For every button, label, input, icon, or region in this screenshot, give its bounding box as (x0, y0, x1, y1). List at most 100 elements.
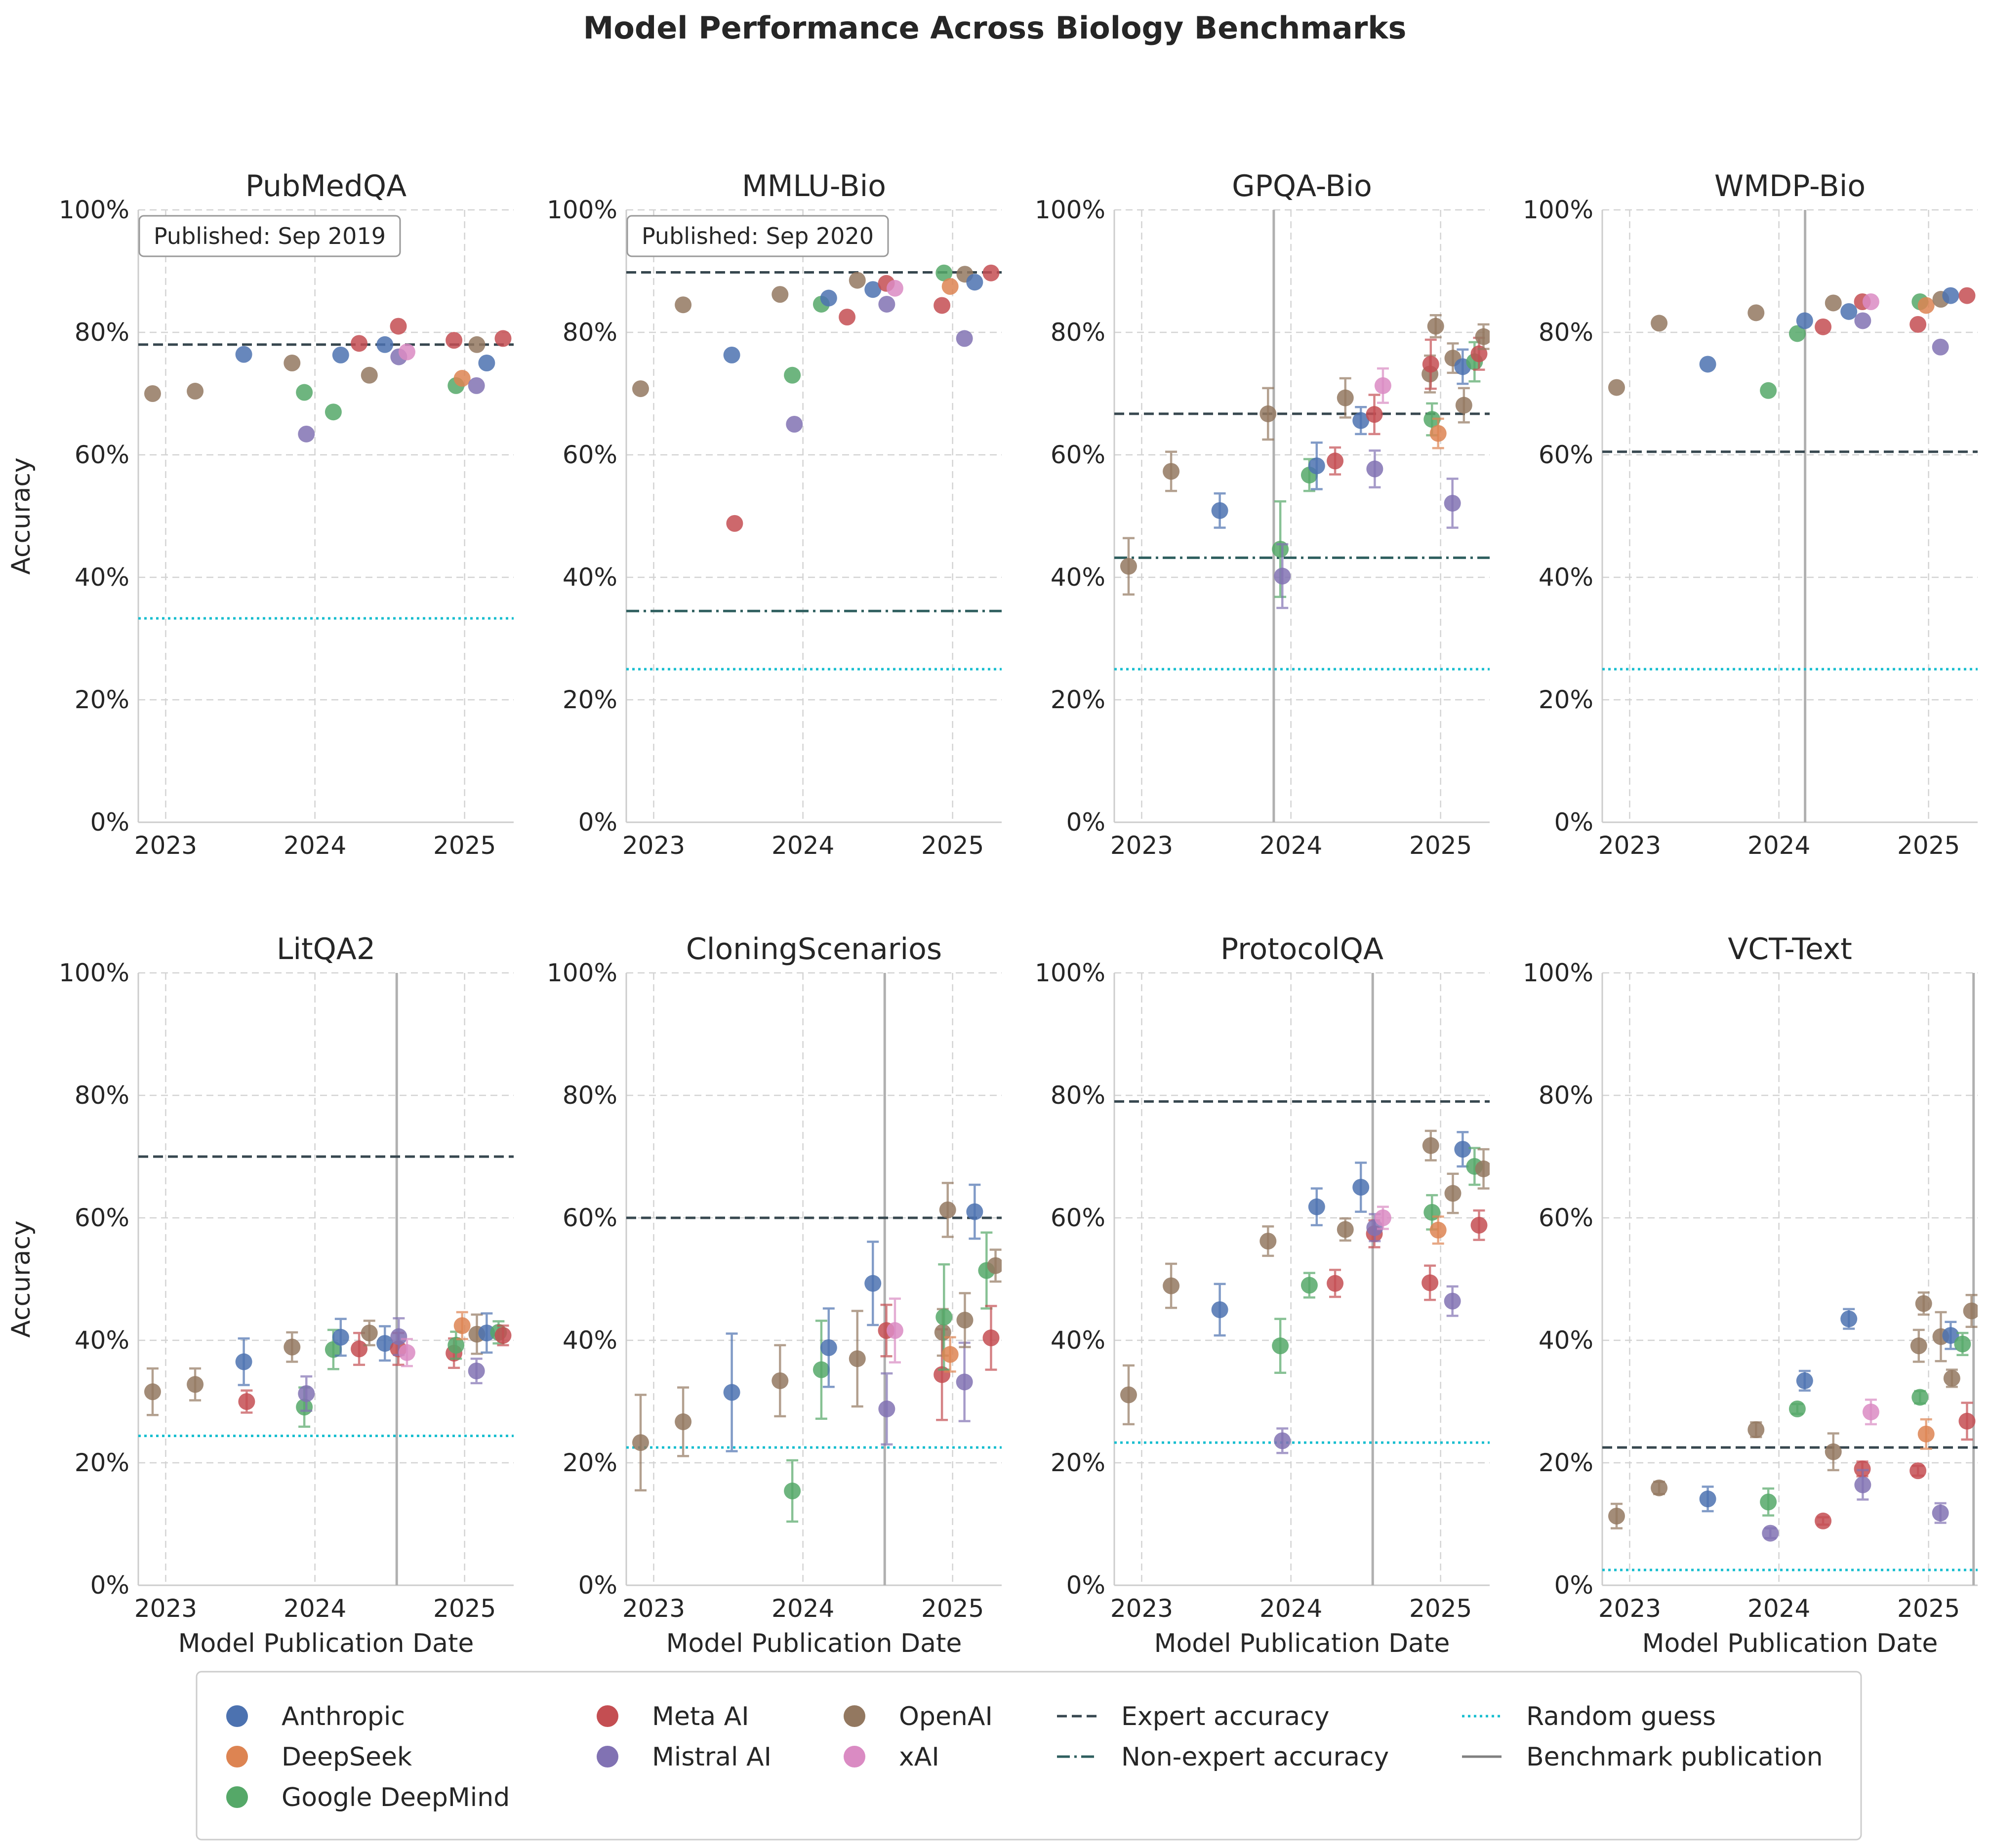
legend-label: Mistral AI (652, 1742, 772, 1772)
y-tick-label: 0% (1554, 1571, 1593, 1600)
y-tick-label: 100% (59, 959, 129, 987)
point-openai (361, 366, 378, 384)
legend-label: OpenAI (899, 1702, 993, 1731)
panel-mmlu-bio: 0% 20% 40% 60% 80% 100% 2023 2024 2025 Published:… (547, 169, 1002, 860)
point-anthropic (864, 281, 882, 298)
legend-swatch (844, 1746, 865, 1768)
point-google-deepmind (784, 1483, 801, 1500)
point-openai (144, 385, 161, 402)
legend-label: Expert accuracy (1121, 1702, 1330, 1731)
point-openai (1337, 389, 1354, 406)
x-tick-label: 2023 (134, 831, 197, 860)
y-tick-label: 80% (563, 318, 617, 347)
point-google-deepmind (784, 366, 801, 384)
legend-item-xai: xAI (844, 1742, 939, 1772)
point-openai (1651, 1479, 1668, 1496)
figure-title: Model Performance Across Biology Benchma… (583, 10, 1407, 46)
point-mistral-ai (298, 1385, 315, 1402)
point-google-deepmind (325, 1341, 342, 1358)
y-tick-label: 40% (1539, 1326, 1593, 1355)
x-tick-label: 2025 (433, 831, 496, 860)
point-deepseek (1917, 1425, 1935, 1443)
legend-label: xAI (899, 1742, 939, 1772)
legend-label: Benchmark publication (1526, 1742, 1823, 1772)
y-tick-label: 20% (1539, 1448, 1593, 1477)
point-deepseek (1429, 1221, 1447, 1239)
point-meta-ai (839, 309, 856, 325)
x-tick-label: 2025 (1409, 831, 1472, 860)
point-anthropic (235, 346, 252, 363)
x-tick-label: 2023 (622, 1594, 685, 1623)
y-tick-label: 100% (1523, 196, 1593, 224)
point-mistral-ai (390, 1328, 407, 1345)
point-openai (1422, 1137, 1439, 1154)
x-tick-label: 2025 (1409, 1594, 1472, 1623)
point-openai (187, 383, 204, 400)
y-tick-label: 40% (563, 563, 617, 592)
point-xai (886, 1322, 903, 1339)
legend-swatch (844, 1705, 865, 1727)
x-axis-label: Model Publication Date (1154, 1629, 1450, 1658)
point-meta-ai (934, 297, 951, 314)
y-tick-label: 20% (1539, 685, 1593, 714)
y-tick-label: 0% (90, 1571, 129, 1600)
point-anthropic (1796, 1372, 1813, 1389)
point-mistral-ai (956, 1373, 973, 1391)
y-tick-label: 20% (75, 685, 129, 714)
legend-label: Google DeepMind (282, 1783, 510, 1812)
point-anthropic (1699, 1490, 1716, 1508)
x-tick-label: 2024 (1259, 831, 1322, 860)
x-tick-label: 2025 (1897, 831, 1960, 860)
point-openai (1608, 1507, 1625, 1525)
point-openai (632, 1434, 649, 1451)
x-tick-label: 2024 (1747, 1594, 1810, 1623)
point-openai (1943, 1369, 1960, 1387)
point-openai (1259, 1233, 1277, 1250)
point-openai (1825, 294, 1842, 312)
x-tick-label: 2024 (284, 831, 346, 860)
point-google-deepmind (1954, 1335, 1971, 1353)
y-tick-label: 40% (1539, 563, 1593, 592)
point-mistral-ai (1444, 1292, 1461, 1310)
y-tick-label: 100% (547, 959, 617, 987)
x-tick-label: 2023 (1598, 1594, 1661, 1623)
y-tick-label: 20% (563, 685, 617, 714)
point-google-deepmind (812, 1361, 830, 1378)
point-google-deepmind (1272, 1337, 1289, 1355)
y-tick-label: 40% (75, 1326, 129, 1355)
point-mistral-ai (1932, 338, 1949, 356)
point-openai (956, 1312, 974, 1329)
y-tick-label: 60% (75, 441, 129, 469)
y-tick-label: 0% (578, 808, 617, 837)
y-tick-label: 0% (578, 1571, 617, 1600)
point-anthropic (1454, 1141, 1471, 1158)
x-tick-label: 2024 (1259, 1594, 1322, 1623)
y-tick-label: 100% (1035, 959, 1105, 987)
panel-cloningscenarios: 0% 20% 40% 60% 80% 100% 2023 2024 2025 CloningSce… (547, 932, 1002, 1658)
point-anthropic (723, 346, 740, 363)
y-tick-label: 60% (1051, 1204, 1105, 1232)
legend-item-benchmark-publication: Benchmark publication (1462, 1742, 1823, 1772)
point-meta-ai (1327, 1275, 1344, 1292)
point-deepseek (941, 1346, 959, 1363)
point-meta-ai (1815, 1512, 1832, 1529)
legend-label: Random guess (1526, 1702, 1716, 1731)
y-tick-label: 60% (563, 441, 617, 469)
point-mistral-ai (1366, 460, 1383, 478)
point-openai (939, 1201, 956, 1218)
y-tick-label: 80% (1539, 318, 1593, 347)
point-openai (1444, 1185, 1462, 1202)
y-tick-label: 20% (563, 1448, 617, 1477)
panel-title: MMLU-Bio (742, 169, 886, 203)
y-tick-label: 100% (1035, 196, 1105, 224)
published-note-box (138, 215, 401, 257)
x-axis-label: Model Publication Date (178, 1629, 474, 1658)
point-anthropic (1308, 1198, 1325, 1215)
x-axis-label: Model Publication Date (1642, 1629, 1938, 1658)
point-meta-ai (1815, 318, 1832, 335)
point-openai (361, 1325, 378, 1342)
panel-wmdp-bio: 0% 20% 40% 60% 80% 100% 2023 2024 2025 WMDP-Bio (1523, 169, 1978, 860)
point-xai (398, 343, 415, 361)
legend-item-non-expert-accuracy: Non-expert accuracy (1057, 1742, 1389, 1772)
point-anthropic (235, 1353, 252, 1370)
